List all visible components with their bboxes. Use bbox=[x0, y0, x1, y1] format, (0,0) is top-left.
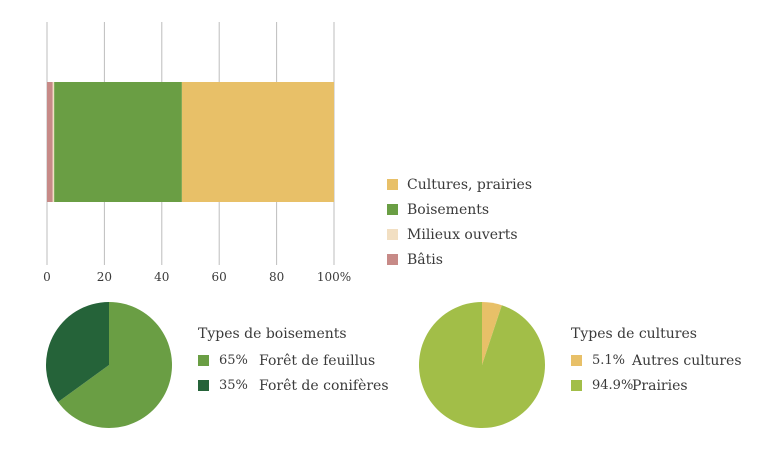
x-tick-label: 100% bbox=[317, 270, 351, 284]
slice-label: Forêt de feuillus bbox=[259, 352, 376, 369]
legend-label: Boisements bbox=[407, 201, 490, 218]
legend-item-boisements: Boisements bbox=[387, 197, 532, 222]
cultures-pie-chart bbox=[419, 302, 545, 428]
slice-percent: 35% bbox=[219, 378, 248, 393]
bar-segment bbox=[181, 82, 334, 202]
legend-swatch bbox=[387, 254, 398, 265]
stacked-bar-chart: 0 20 40 60 80 100% bbox=[43, 22, 351, 284]
boisements-pie-chart bbox=[46, 302, 172, 428]
legend-label: Milieux ouverts bbox=[407, 226, 518, 243]
slice-percent: 5.1% bbox=[592, 353, 626, 368]
legend-swatch bbox=[387, 204, 398, 215]
pie-title: Types de cultures bbox=[571, 326, 697, 342]
pie-slice bbox=[482, 302, 502, 365]
legend-item-prairies: 94.9% Prairies bbox=[571, 373, 742, 398]
legend-swatch bbox=[198, 355, 209, 366]
x-tick-label: 80 bbox=[269, 270, 284, 284]
legend-item-coniferes: 35% Forêt de conifères bbox=[198, 373, 389, 398]
slice-label: Prairies bbox=[632, 377, 688, 394]
x-tick-label: 0 bbox=[43, 270, 51, 284]
legend-swatch bbox=[198, 380, 209, 391]
bar-segment bbox=[52, 82, 55, 202]
bar-segment bbox=[47, 82, 53, 202]
slice-percent: 65% bbox=[219, 353, 248, 368]
legend-swatch bbox=[387, 179, 398, 190]
legend-item-feuillus: 65% Forêt de feuillus bbox=[198, 348, 389, 373]
slice-label: Forêt de conifères bbox=[259, 377, 389, 394]
legend-item-autres-cultures: 5.1% Autres cultures bbox=[571, 348, 742, 373]
cultures-pie-block: Types de cultures 5.1% Autres cultures 9… bbox=[372, 295, 764, 461]
legend-item-cultures: Cultures, prairies bbox=[387, 172, 532, 197]
bar-segment bbox=[54, 82, 182, 202]
legend-label: Cultures, prairies bbox=[407, 176, 533, 193]
pie-title: Types de boisements bbox=[198, 326, 347, 342]
legend-swatch bbox=[387, 229, 398, 240]
pie-slice bbox=[46, 302, 109, 403]
pie-slice bbox=[419, 302, 545, 428]
land-use-legend: Cultures, prairies Boisements Milieux ou… bbox=[387, 172, 532, 272]
x-tick-label: 60 bbox=[212, 270, 227, 284]
legend-swatch bbox=[571, 355, 582, 366]
boisements-legend: Types de boisements 65% Forêt de feuillu… bbox=[198, 326, 389, 398]
legend-item-batis: Bâtis bbox=[387, 247, 532, 272]
pie-slice bbox=[58, 302, 172, 428]
legend-item-milieux-ouverts: Milieux ouverts bbox=[387, 222, 532, 247]
legend-swatch bbox=[571, 380, 582, 391]
boisements-pie-block: Types de boisements 65% Forêt de feuillu… bbox=[0, 295, 389, 461]
x-tick-label: 40 bbox=[154, 270, 169, 284]
cultures-legend: Types de cultures 5.1% Autres cultures 9… bbox=[571, 326, 742, 398]
slice-percent: 94.9% bbox=[592, 378, 634, 393]
legend-label: Bâtis bbox=[407, 251, 443, 268]
x-tick-label: 20 bbox=[97, 270, 112, 284]
slice-label: Autres cultures bbox=[632, 352, 742, 369]
